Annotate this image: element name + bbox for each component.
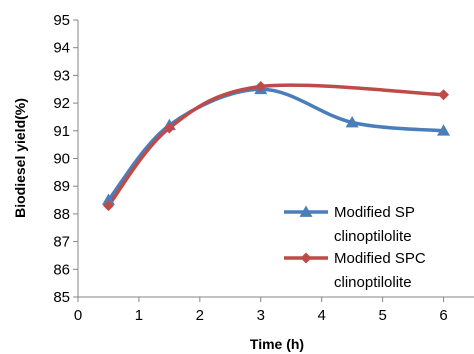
- y-tick-label: 86: [53, 261, 70, 278]
- x-tick-label: 0: [74, 307, 82, 324]
- x-tick-label: 6: [439, 307, 447, 324]
- data-point-series-2: [255, 80, 267, 92]
- y-tick-label: 95: [53, 12, 70, 29]
- plot-area: [78, 20, 474, 297]
- y-tick-label: 89: [53, 178, 70, 195]
- legend: Modified SP clinoptilolite Modified SPC cli…: [284, 204, 426, 291]
- data-point-series-2: [163, 122, 175, 134]
- y-tick-label: 90: [53, 151, 70, 168]
- x-tick-label: 3: [257, 307, 265, 324]
- legend-marker-1: [299, 205, 313, 217]
- axis-ticks: [73, 19, 445, 302]
- x-tick-label: 2: [196, 307, 204, 324]
- data-point-series-2: [102, 200, 114, 212]
- y-tick-label: 91: [53, 123, 70, 140]
- y-tick-label: 85: [53, 289, 70, 306]
- legend-marker-2: [300, 252, 312, 264]
- x-tick-label: 1: [135, 307, 143, 324]
- y-tick-label: 88: [53, 206, 70, 223]
- tick-labels: 85 86 87 88 89 90 91 92 93 94 95 0 1 2 3 4 5 6: [53, 12, 447, 324]
- data-point-series-1: [437, 124, 451, 136]
- data-point-series-1: [345, 115, 359, 128]
- data-point-series-1: [101, 193, 115, 205]
- x-tick-label: 5: [378, 307, 386, 324]
- series-line-2: [106, 83, 446, 208]
- legend-label: Modified SP: [334, 204, 415, 221]
- legend-label: Modified SPC: [334, 250, 426, 267]
- data-point-series-2: [438, 89, 450, 101]
- legend-label: clinoptilolite: [334, 274, 412, 291]
- x-tick-label: 4: [318, 307, 326, 324]
- legend-label: clinoptilolite: [334, 228, 412, 245]
- x-axis-title: Time (h): [250, 336, 304, 352]
- series-markers: [101, 80, 451, 212]
- y-tick-label: 93: [53, 67, 70, 84]
- y-tick-label: 94: [53, 40, 70, 57]
- y-axis-title: Biodiesel yield(%): [12, 98, 28, 218]
- y-tick-label: 87: [53, 234, 70, 251]
- y-tick-label: 92: [53, 95, 70, 112]
